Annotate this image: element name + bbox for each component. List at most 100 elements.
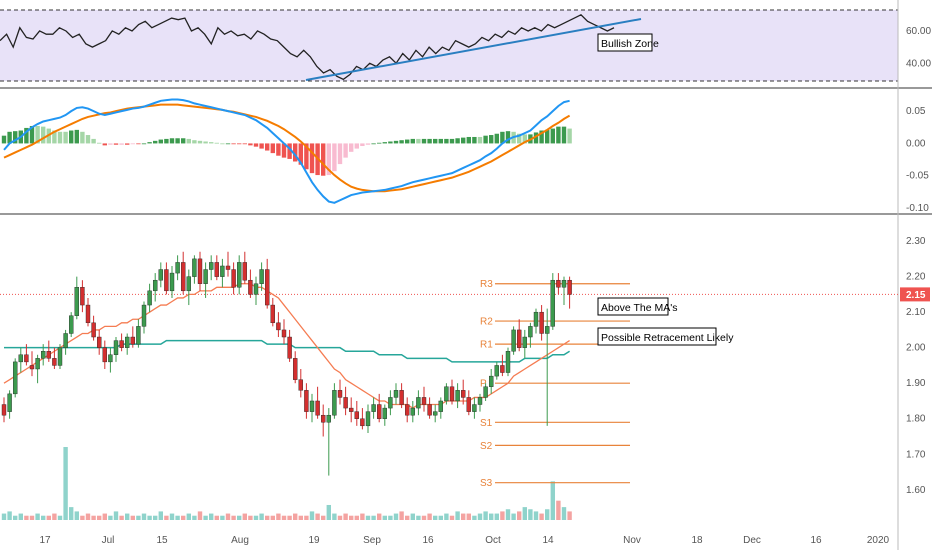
volume-bar	[332, 513, 337, 520]
volume-bar	[494, 513, 499, 520]
volume-bar	[466, 513, 471, 520]
volume-bar	[500, 511, 505, 520]
macd-histogram-bar	[517, 133, 522, 144]
price-tick-label: 1.90	[906, 378, 926, 389]
macd-histogram-bar	[539, 130, 544, 144]
macd-histogram-bar	[164, 138, 169, 144]
volume-bar	[438, 515, 443, 520]
candle-body	[550, 279, 555, 327]
candle-body	[360, 418, 365, 427]
macd-histogram-bar	[13, 131, 18, 144]
macd-histogram-bar	[377, 142, 382, 144]
macd-histogram-bar	[567, 128, 572, 144]
macd-histogram-bar	[494, 133, 499, 144]
candle-body	[556, 279, 561, 288]
rsi-tick-label: 40.00	[906, 58, 931, 69]
price-tick-label: 1.70	[906, 449, 926, 460]
macd-histogram-bar	[113, 143, 119, 145]
candle-body	[304, 390, 309, 412]
volume-bar	[24, 515, 29, 520]
macd-histogram-bar	[153, 140, 158, 144]
macd-histogram-bar	[405, 139, 410, 144]
candle-body	[399, 390, 404, 405]
volume-bar	[220, 515, 225, 520]
candle-body	[96, 336, 102, 348]
macd-histogram-bar	[158, 139, 163, 144]
price-pane: R3 R2 R1 P S1 S2 S3 2.30 2.20 2.10 2.00 1.90 1.80 1.…	[0, 236, 930, 520]
macd-histogram-bar	[147, 142, 152, 144]
macd-histogram-bar	[270, 143, 275, 154]
macd-histogram-bar	[343, 143, 348, 158]
x-tick-label: 16	[422, 535, 434, 546]
candle-body	[214, 262, 220, 277]
macd-histogram-bar	[108, 143, 113, 145]
volume-bar	[214, 515, 219, 520]
volume-bar	[410, 513, 415, 520]
macd-tick-label: 0.05	[906, 106, 926, 117]
volume-bar	[97, 515, 102, 520]
price-tick-label: 1.80	[906, 414, 926, 425]
candle-body	[270, 304, 275, 324]
volume-bar	[293, 513, 298, 520]
volume-bar	[231, 515, 236, 520]
candle-body	[349, 407, 354, 412]
x-tick-label: 2020	[867, 535, 890, 546]
x-tick-label: Aug	[231, 535, 249, 546]
candle-body	[410, 407, 415, 416]
candle-body	[427, 404, 432, 416]
candle-body	[259, 269, 264, 284]
volume-bar	[169, 513, 175, 520]
candle-body	[169, 272, 175, 292]
macd-histogram-bar	[399, 140, 404, 144]
candle-body	[46, 351, 51, 359]
volume-bar	[315, 513, 320, 520]
volume-bar	[511, 513, 516, 520]
pivot-label: R2	[480, 317, 493, 328]
macd-histogram-bar	[371, 143, 376, 145]
volume-bar	[393, 513, 399, 520]
macd-histogram-bar	[29, 125, 35, 144]
macd-histogram-bar	[253, 143, 259, 147]
volume-bar	[175, 515, 180, 520]
volume-bar	[489, 513, 494, 520]
candle-body	[7, 393, 12, 412]
candle-body	[421, 397, 427, 405]
volume-bar	[337, 515, 343, 520]
macd-signal-line	[3, 103, 571, 193]
candle-body	[136, 326, 141, 345]
macd-tick-label: 0.00	[906, 138, 926, 149]
volume-bar	[147, 515, 152, 520]
x-tick-label: 17	[39, 535, 51, 546]
candle-body	[186, 276, 192, 292]
macd-histogram-bar	[220, 143, 225, 145]
macd-histogram-bar	[63, 131, 68, 144]
volume-bar	[545, 509, 550, 520]
volume-bar	[41, 515, 46, 520]
volume-bar	[472, 515, 477, 520]
macd-histogram-bar	[169, 138, 175, 144]
macd-histogram-bar	[136, 143, 141, 145]
macd-histogram-bar	[281, 143, 287, 158]
volume-bar	[63, 447, 68, 520]
candle-body	[248, 279, 253, 295]
candle-body	[298, 379, 303, 391]
volume-bar	[298, 515, 303, 520]
volume-bar	[52, 513, 57, 520]
volume-bar	[186, 513, 191, 520]
candle-body	[68, 315, 74, 334]
volume-bar	[181, 515, 186, 520]
candle-body	[276, 322, 281, 331]
candle-body	[287, 336, 292, 359]
macd-histogram-bar	[85, 135, 91, 144]
macd-histogram-bar	[332, 143, 337, 172]
macd-histogram-bar	[489, 135, 494, 144]
pivot-label: S3	[480, 478, 493, 489]
volume-bar	[136, 515, 141, 520]
candle-body	[197, 258, 203, 284]
macd-histogram-bar	[410, 138, 415, 144]
candle-body	[405, 404, 410, 416]
macd-histogram-bar	[461, 137, 466, 144]
candle-body	[63, 333, 68, 348]
macd-histogram-bar	[214, 142, 219, 144]
macd-histogram-bar	[41, 126, 46, 144]
